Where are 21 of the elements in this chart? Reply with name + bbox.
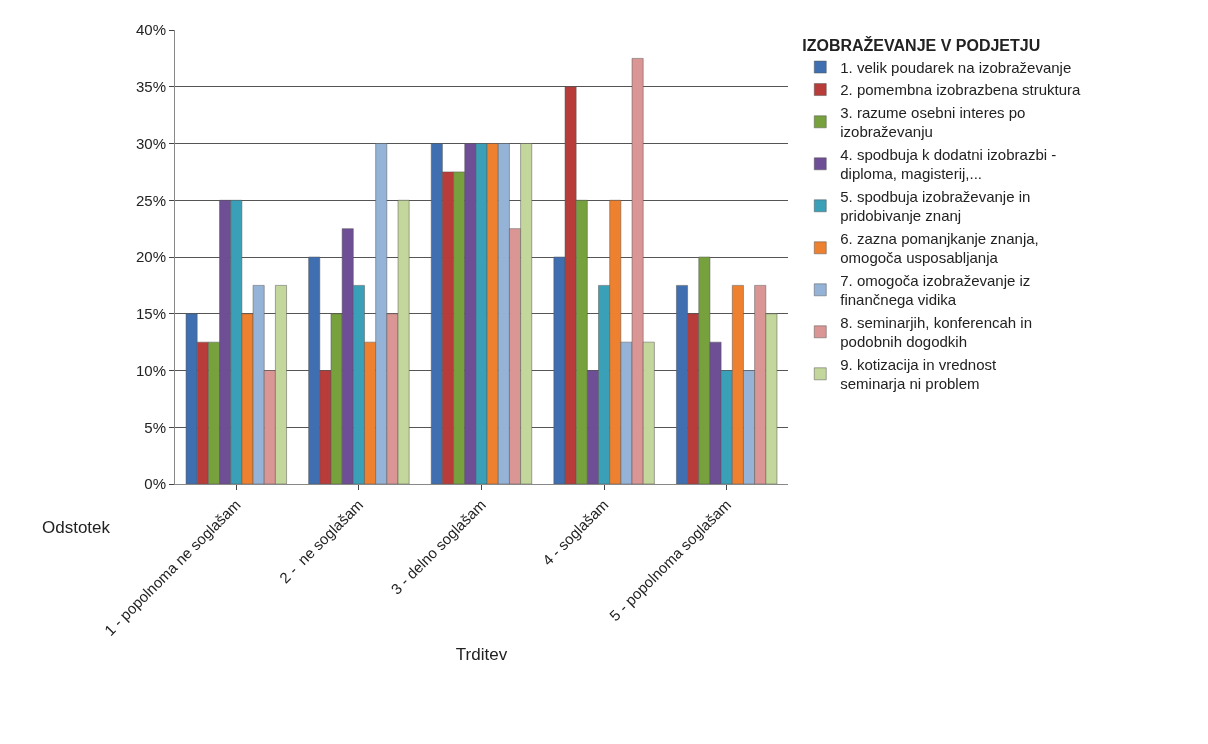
y-tick-label: 35% xyxy=(135,78,166,95)
y-tick-label: 25% xyxy=(135,191,166,209)
legend-label: 6. zazna pomanjkanje znanja, omogoča usposabljanja xyxy=(840,229,1039,267)
y-tick-label: 0% xyxy=(144,475,166,493)
y-tick-label: 5% xyxy=(144,418,166,436)
y-tick-label: 40% xyxy=(135,21,166,39)
y-tick-label: 10% xyxy=(135,361,166,379)
legend-label: 7. omogoča izobraževanje iz finančnega vidika xyxy=(840,271,1031,309)
y-tick-label: 30% xyxy=(135,134,166,152)
legend-label: 8. seminarjih, konferencah in podobnih dogodkih xyxy=(840,313,1033,351)
legend-label: 3. razume osebni interes po izobraževanju xyxy=(840,103,1026,141)
y-axis-title: Odstotek xyxy=(42,518,111,537)
legend-label: 9. kotizacija in vrednost seminarja ni problem xyxy=(840,355,997,393)
y-tick-label: 20% xyxy=(135,248,166,266)
legend-label: 1. velik poudarek na izobraževanje xyxy=(840,58,1072,76)
legend-label: 5. spodbuja izobraževanje in pridobivanje znanj xyxy=(840,187,1031,225)
legend-label: 4. spodbuja k dodatni izobrazbi - diploma, magisterij,... xyxy=(840,145,1057,183)
legend-label: 2. pomembna izobrazbena struktura xyxy=(840,81,1082,99)
legend-title: IZOBRAŽEVANJE V PODJETJU xyxy=(802,35,1041,54)
y-tick-label: 15% xyxy=(135,305,166,322)
x-axis-title: Trditev xyxy=(455,645,508,665)
